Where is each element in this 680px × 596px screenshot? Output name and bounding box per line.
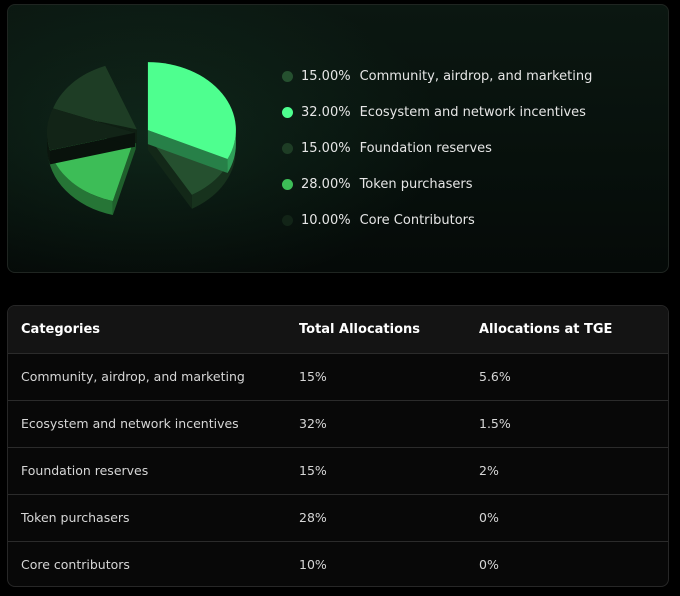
tge-allocation-cell: 5.6% bbox=[466, 353, 668, 401]
legend-dot bbox=[282, 178, 293, 190]
pie-slice-edge bbox=[147, 130, 228, 174]
table-row: Token purchasers 28% 0% bbox=[8, 494, 668, 542]
pie-slice bbox=[147, 62, 236, 174]
category-cell: Core contributors bbox=[21, 557, 130, 572]
legend-percent: 15.00% bbox=[301, 140, 351, 156]
legend-percent: 28.00% bbox=[301, 176, 351, 192]
pie-slice bbox=[47, 108, 136, 165]
total-allocation-cell: 32% bbox=[286, 400, 466, 448]
allocation-chart-card: 15.00% Community, airdrop, and marketing… bbox=[7, 4, 669, 273]
pie-slice-edge bbox=[50, 132, 136, 165]
legend-label: Ecosystem and network incentives bbox=[359, 104, 586, 120]
tge-allocation-cell: 0% bbox=[479, 557, 499, 572]
column-header-total-allocations: Total Allocations bbox=[286, 306, 466, 354]
pie-slice-side bbox=[227, 130, 236, 174]
legend-label: Token purchasers bbox=[359, 176, 473, 192]
total-allocation-cell: 15% bbox=[286, 447, 466, 495]
category-cell: Token purchasers bbox=[8, 494, 286, 542]
legend-dot bbox=[282, 70, 293, 82]
table-row: Foundation reserves 15% 2% bbox=[8, 447, 668, 495]
column-header-categories: Categories bbox=[8, 306, 286, 354]
category-cell: Community, airdrop, and marketing bbox=[8, 353, 286, 401]
legend-item: 15.00% Foundation reserves bbox=[282, 130, 592, 166]
legend-item: 15.00% Community, airdrop, and marketing bbox=[282, 58, 592, 94]
table-row: Community, airdrop, and marketing 15% 5.… bbox=[8, 353, 668, 401]
pie-slice-top bbox=[147, 62, 236, 160]
pie-slice-top bbox=[51, 65, 137, 130]
pie-slice-side bbox=[47, 135, 113, 215]
total-allocation-cell: 28% bbox=[286, 494, 466, 542]
legend-percent: 10.00% bbox=[301, 212, 351, 228]
legend-percent: 15.00% bbox=[301, 68, 351, 84]
legend-item: 32.00% Ecosystem and network incentives bbox=[282, 94, 592, 130]
legend-label: Foundation reserves bbox=[359, 140, 492, 156]
pie-chart bbox=[47, 62, 236, 215]
allocation-table-card: Categories Total Allocations Allocations… bbox=[7, 305, 669, 587]
table-row: Core contributors 10% 0% bbox=[8, 541, 668, 586]
category-cell: Foundation reserves bbox=[8, 447, 286, 495]
total-allocation-cell: 10% bbox=[299, 557, 327, 572]
table-row: Ecosystem and network incentives 32% 1.5… bbox=[8, 400, 668, 448]
tge-allocation-cell: 0% bbox=[466, 494, 668, 542]
table-header-row: Categories Total Allocations Allocations… bbox=[8, 306, 668, 354]
legend-item: 10.00% Core Contributors bbox=[282, 202, 592, 238]
legend-dot bbox=[282, 214, 293, 226]
legend-item: 28.00% Token purchasers bbox=[282, 166, 592, 202]
legend-dot bbox=[282, 142, 293, 154]
tge-allocation-cell: 1.5% bbox=[466, 400, 668, 448]
pie-slice-top bbox=[47, 108, 136, 151]
allocation-table: Categories Total Allocations Allocations… bbox=[8, 306, 668, 586]
pie-slice-side bbox=[47, 132, 51, 165]
legend-percent: 32.00% bbox=[301, 104, 351, 120]
column-header-allocations-at-tge: Allocations at TGE bbox=[466, 306, 668, 354]
total-allocation-cell: 15% bbox=[286, 353, 466, 401]
pie-slice-edge bbox=[112, 135, 136, 215]
legend-label: Core Contributors bbox=[359, 212, 475, 228]
category-cell: Ecosystem and network incentives bbox=[8, 400, 286, 448]
chart-legend: 15.00% Community, airdrop, and marketing… bbox=[282, 58, 592, 238]
pie-slice-side bbox=[191, 143, 236, 209]
legend-dot bbox=[282, 106, 293, 118]
pie-slice-edge bbox=[147, 135, 192, 209]
tge-allocation-cell: 2% bbox=[466, 447, 668, 495]
legend-label: Community, airdrop, and marketing bbox=[359, 68, 593, 84]
